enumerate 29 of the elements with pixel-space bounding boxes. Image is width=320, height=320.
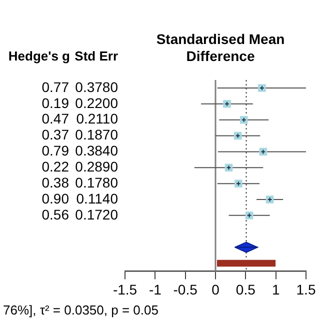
x-tick-label: -1.5 [112,281,138,298]
x-tick-label: -0.5 [173,281,198,298]
text: Std Err [74,48,118,64]
text: 0.2200 [75,94,118,111]
data-label: 0.19 [42,94,70,111]
text: 0.1780 [75,174,118,190]
x-tick-label: 1 [272,281,280,298]
data-label: 0.22 [42,158,70,174]
text: Hedge's g [8,48,70,64]
text: 76%], τ² = 0.0350, p = 0.05 [3,302,158,318]
data-label: 0.47 [42,110,70,127]
chart-title: Standardised Mean Difference [156,30,285,64]
data-label: 0.37 [42,126,70,143]
x-tick-label: 0 [212,281,220,298]
x-tick-label: 0.5 [236,281,256,298]
text: 0.1870 [75,126,118,143]
data-label: 0.38 [42,174,70,190]
text: 0.1140 [76,190,118,206]
x-tick-label: 1.5 [296,281,316,298]
data-label: 0.90 [42,190,70,206]
data-label: 0.56 [42,206,70,222]
text: 0.2890 [75,158,118,174]
data-label: 0.77 [42,78,70,95]
x-tick-label: -1 [148,281,162,298]
data-label: 0.79 [42,142,70,159]
text: 0.1720 [75,206,118,222]
text: 0.2110 [76,110,118,127]
text: 0.3840 [75,142,118,159]
text: 0.3780 [75,78,118,95]
